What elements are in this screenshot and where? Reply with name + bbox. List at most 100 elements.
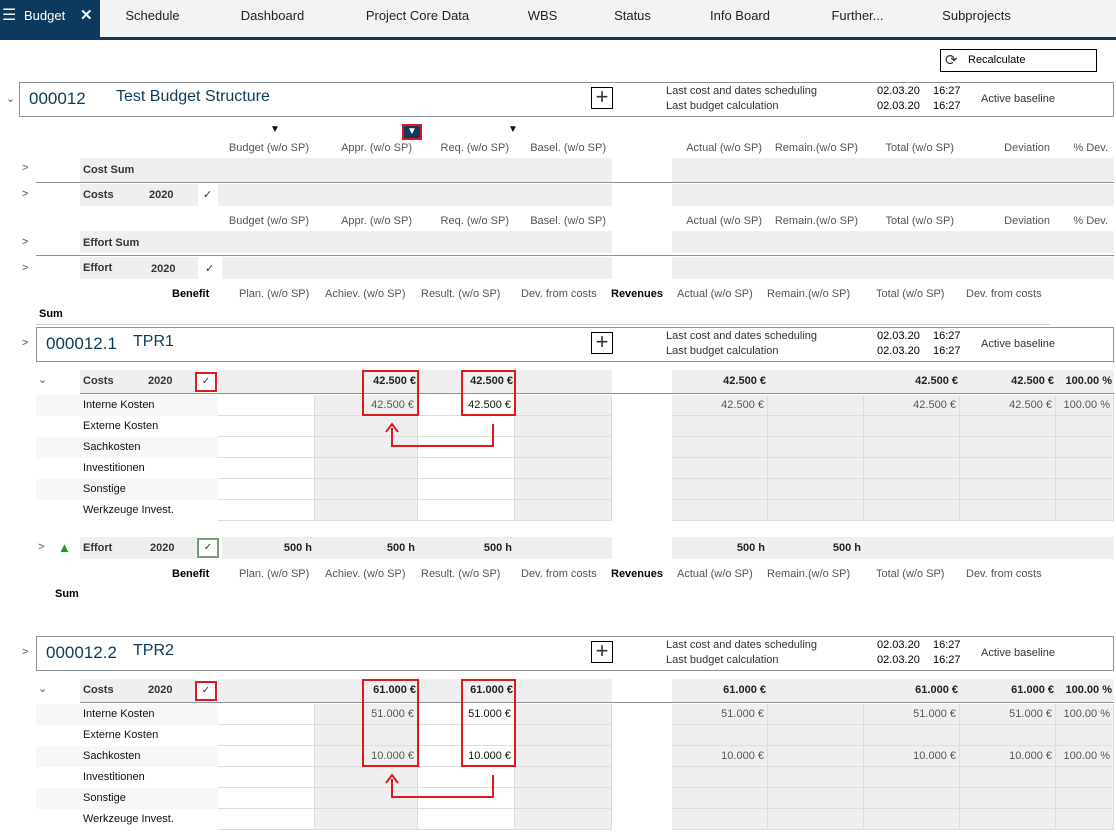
table-cell[interactable] <box>315 500 418 521</box>
table-cell[interactable] <box>960 437 1056 458</box>
table-cell[interactable] <box>864 416 960 437</box>
table-cell[interactable] <box>315 809 418 830</box>
table-cell[interactable] <box>768 500 864 521</box>
table-cell[interactable] <box>864 767 960 788</box>
table-cell[interactable] <box>218 395 315 416</box>
expand-chevron-icon[interactable]: > <box>22 337 29 349</box>
table-cell[interactable] <box>218 746 315 767</box>
table-cell[interactable] <box>515 458 612 479</box>
tab-dashboard[interactable]: Dashboard <box>240 8 305 23</box>
table-cell[interactable] <box>218 767 315 788</box>
collapse-chevron-icon[interactable]: ⌄ <box>6 93 16 105</box>
table-cell[interactable] <box>960 704 1056 725</box>
tab-wbs[interactable]: WBS <box>527 8 558 23</box>
expand-chevron-icon[interactable]: > <box>22 646 29 658</box>
table-cell[interactable] <box>960 458 1056 479</box>
table-cell[interactable] <box>418 437 515 458</box>
tab-project-core-data[interactable]: Project Core Data <box>365 8 470 23</box>
table-cell[interactable] <box>768 704 864 725</box>
add-button[interactable]: + <box>591 86 613 109</box>
expand-chevron-icon[interactable]: > <box>22 236 29 248</box>
table-cell[interactable] <box>418 458 515 479</box>
table-cell[interactable] <box>218 725 315 746</box>
table-cell[interactable] <box>768 458 864 479</box>
table-cell[interactable] <box>960 416 1056 437</box>
tab-schedule[interactable]: Schedule <box>125 8 180 23</box>
table-cell[interactable] <box>768 746 864 767</box>
table-cell[interactable] <box>768 437 864 458</box>
table-cell[interactable] <box>960 395 1056 416</box>
table-cell[interactable] <box>864 479 960 500</box>
table-cell[interactable] <box>515 767 612 788</box>
expand-chevron-icon[interactable]: > <box>22 162 29 174</box>
table-cell[interactable] <box>960 746 1056 767</box>
expand-chevron-icon[interactable]: > <box>38 541 45 553</box>
table-cell[interactable] <box>515 704 612 725</box>
table-cell[interactable] <box>864 395 960 416</box>
table-cell[interactable] <box>515 500 612 521</box>
table-cell[interactable] <box>864 746 960 767</box>
checkbox[interactable]: ✓ <box>195 681 217 701</box>
table-cell[interactable] <box>418 416 515 437</box>
table-cell[interactable] <box>960 809 1056 830</box>
table-cell[interactable] <box>768 725 864 746</box>
tab-info-board[interactable]: Info Board <box>710 8 770 23</box>
table-cell[interactable] <box>418 788 515 809</box>
recalculate-button[interactable]: ⟳ Recalculate <box>940 49 1097 72</box>
table-cell[interactable] <box>515 416 612 437</box>
checkbox[interactable]: ✓ <box>197 538 219 558</box>
table-cell[interactable] <box>864 458 960 479</box>
table-cell[interactable] <box>864 704 960 725</box>
table-cell[interactable] <box>768 395 864 416</box>
table-cell[interactable] <box>218 704 315 725</box>
table-cell[interactable] <box>515 395 612 416</box>
filter-funnel-icon[interactable]: ▼ <box>402 124 422 140</box>
table-cell[interactable] <box>960 767 1056 788</box>
checkbox[interactable]: ✓ <box>195 372 217 392</box>
tab-further-[interactable]: Further... <box>831 8 884 23</box>
table-cell[interactable] <box>515 788 612 809</box>
filter-funnel-icon[interactable]: ▼ <box>270 124 280 135</box>
table-cell[interactable] <box>218 809 315 830</box>
expand-chevron-icon[interactable]: > <box>22 262 29 274</box>
table-cell[interactable] <box>864 437 960 458</box>
table-cell[interactable] <box>768 479 864 500</box>
table-cell[interactable] <box>864 809 960 830</box>
table-cell[interactable] <box>218 479 315 500</box>
tab-budget[interactable]: ☰ Budget ✕ <box>0 0 100 37</box>
table-cell[interactable] <box>864 788 960 809</box>
table-cell[interactable] <box>864 500 960 521</box>
expand-chevron-icon[interactable]: > <box>22 188 29 200</box>
table-cell[interactable] <box>515 746 612 767</box>
table-cell[interactable] <box>418 767 515 788</box>
table-cell[interactable] <box>768 767 864 788</box>
table-cell[interactable] <box>218 788 315 809</box>
table-cell[interactable] <box>515 725 612 746</box>
checkbox[interactable]: ✓ <box>203 189 213 201</box>
table-cell[interactable] <box>418 479 515 500</box>
table-cell[interactable] <box>768 416 864 437</box>
table-cell[interactable] <box>864 725 960 746</box>
table-cell[interactable] <box>515 809 612 830</box>
tab-status[interactable]: Status <box>614 8 651 23</box>
table-cell[interactable] <box>515 437 612 458</box>
table-cell[interactable] <box>515 479 612 500</box>
table-cell[interactable] <box>315 479 418 500</box>
table-cell[interactable] <box>960 500 1056 521</box>
table-cell[interactable] <box>218 437 315 458</box>
table-cell[interactable] <box>218 458 315 479</box>
table-cell[interactable] <box>315 458 418 479</box>
tab-subprojects[interactable]: Subprojects <box>942 8 1011 23</box>
table-cell[interactable] <box>218 500 315 521</box>
checkbox[interactable]: ✓ <box>205 263 215 275</box>
menu-icon[interactable]: ☰ <box>2 7 17 24</box>
collapse-chevron-icon[interactable]: ⌄ <box>38 374 48 386</box>
close-icon[interactable]: ✕ <box>80 7 93 24</box>
add-button[interactable]: + <box>591 331 613 354</box>
table-cell[interactable] <box>960 725 1056 746</box>
table-cell[interactable] <box>418 500 515 521</box>
add-button[interactable]: + <box>591 640 613 663</box>
table-cell[interactable] <box>218 416 315 437</box>
filter-funnel-icon[interactable]: ▼ <box>508 124 518 135</box>
table-cell[interactable] <box>418 809 515 830</box>
